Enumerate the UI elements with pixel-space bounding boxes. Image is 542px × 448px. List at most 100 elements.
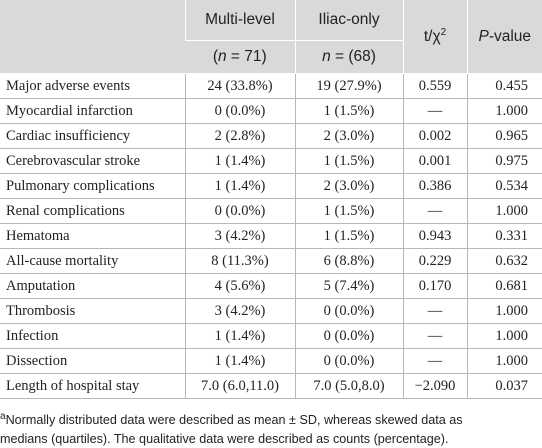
header-text: P <box>478 27 489 45</box>
row-label: Renal complications <box>0 198 186 224</box>
data-table: Multi-level Iliac-only t/χ2 P-value (n = 71)… <box>0 0 542 399</box>
header-text: Iliac-only <box>318 11 380 28</box>
table-cell: 0.534 <box>466 173 542 199</box>
header-text: 2 <box>440 26 447 38</box>
table-header: Multi-level Iliac-only t/χ2 P-value (n = 71)… <box>0 0 542 74</box>
header-text: n <box>217 48 227 65</box>
header-text: n <box>322 48 331 65</box>
table-row: Pulmonary complications 1 (1.4%) 2 (3.0%) 0… <box>0 173 542 199</box>
footnote: aNormally distributed data were describe… <box>0 407 542 448</box>
header-text: ( <box>212 48 218 65</box>
header-text: Multi-level <box>205 11 275 28</box>
table-cell: 0.681 <box>466 273 542 299</box>
table-row: Renal complications 0 (0.0%) 1 (1.5%) —1.00… <box>0 198 542 224</box>
table-cell: 1.000 <box>466 323 542 349</box>
table-cell: 0.170 <box>402 273 468 299</box>
table-cell: 1 (1.5%) <box>294 223 404 249</box>
header-cell <box>0 0 185 74</box>
table-cell: — <box>402 98 468 124</box>
table-cell: 1 (1.4%) <box>184 348 296 374</box>
table-cell: 6 (8.8%) <box>294 248 404 274</box>
table-row: Myocardial infarction 0 (0.0%) 1 (1.5%) —1.… <box>0 98 542 124</box>
row-label: Hematoma <box>0 223 186 249</box>
table-row: Length of hospital stay 7.0 (6.0,11.0) 7.0… <box>0 373 542 399</box>
table-cell: 2 (3.0%) <box>294 173 404 199</box>
table-cell: 0 (0.0%) <box>294 348 404 374</box>
table-cell: — <box>402 298 468 324</box>
table-cell: 0.559 <box>402 73 468 99</box>
table-cell: 4 (5.6%) <box>184 273 296 299</box>
header-text: -value <box>488 27 532 45</box>
table-cell: 1.000 <box>466 98 542 124</box>
table-cell: 1 (1.5%) <box>294 98 404 124</box>
row-label: Major adverse events <box>0 73 186 99</box>
table-cell: 1.000 <box>466 198 542 224</box>
header-cell: Multi-level <box>184 0 295 41</box>
header-cell: Iliac-only <box>294 0 403 41</box>
table-row: Infection 1 (1.4%) 0 (0.0%) —1.000 <box>0 323 542 349</box>
table-cell: 1.000 <box>466 298 542 324</box>
table-cell: 0.455 <box>466 73 542 99</box>
table-cell: 1 (1.4%) <box>184 173 296 199</box>
table-cell: 7.0 (5.0,8.0) <box>294 373 404 399</box>
header-text: = 71) <box>226 48 267 65</box>
table-cell: 0.632 <box>466 248 542 274</box>
table-row: Cerebrovascular stroke 1 (1.4%) 1 (1.5%) 0.… <box>0 148 542 174</box>
header-cell: (n = 71) <box>185 40 295 74</box>
header-row: Multi-level Iliac-only t/χ2 P-value <box>0 0 542 74</box>
table-cell: 2 (2.8%) <box>184 123 296 149</box>
table-row: All-cause mortality 8 (11.3%) 6 (8.8%) 0.22… <box>0 248 542 274</box>
table-cell: −2.090 <box>402 373 468 399</box>
table-cell: 1 (1.5%) <box>294 148 404 174</box>
table-cell: 0 (0.0%) <box>294 298 404 324</box>
table-row: Cardiac insufficiency 2 (2.8%) 2 (3.0%) 0.0… <box>0 123 542 149</box>
table-row: Amputation 4 (5.6%) 5 (7.4%) 0.170 0.681 <box>0 273 542 299</box>
table-cell: 0.037 <box>466 373 542 399</box>
table-cell: 19 (27.9%) <box>294 73 404 99</box>
table-cell: 7.0 (6.0,11.0) <box>184 373 296 399</box>
row-label: Myocardial infarction <box>0 98 186 124</box>
table-row: Major adverse events 24 (33.8%) 19 (27.9%)… <box>0 73 542 99</box>
row-label: Dissection <box>0 348 186 374</box>
table-cell: — <box>402 323 468 349</box>
table-cell: 0 (0.0%) <box>184 198 296 224</box>
table-cell: 1 (1.5%) <box>294 198 404 224</box>
table-cell: 0 (0.0%) <box>184 98 296 124</box>
table-cell: 3 (4.2%) <box>184 223 296 249</box>
footnote-text: Normally distributed data were described… <box>5 413 463 428</box>
table-cell: 0.002 <box>402 123 468 149</box>
table-cell: 0.331 <box>466 223 542 249</box>
table-row: Thrombosis 3 (4.2%) 0 (0.0%) —1.000 <box>0 298 542 324</box>
table-cell: 0.229 <box>402 248 468 274</box>
table-row: Dissection 1 (1.4%) 0 (0.0%) —1.000 <box>0 348 542 374</box>
header-cell: P-value <box>466 0 542 74</box>
footnote-marker: a <box>0 411 6 422</box>
header-cell: t/χ2 <box>402 0 467 74</box>
table-cell: 2 (3.0%) <box>294 123 404 149</box>
table-cell: 1.000 <box>466 348 542 374</box>
table-body: Major adverse events 24 (33.8%) 19 (27.9%)… <box>0 73 542 399</box>
table-cell: 24 (33.8%) <box>184 73 296 99</box>
table-cell: — <box>402 348 468 374</box>
table-cell: 1 (1.4%) <box>184 323 296 349</box>
row-label: Pulmonary complications <box>0 173 186 199</box>
table-cell: — <box>402 198 468 224</box>
header-row: (n = 71) n = (68) <box>0 40 542 74</box>
table-row: Hematoma 3 (4.2%) 1 (1.5%) 0.943 0.331 <box>0 223 542 249</box>
row-label: Thrombosis <box>0 298 186 324</box>
table-cell: 0.975 <box>466 148 542 174</box>
table-cell: 1 (1.4%) <box>184 148 296 174</box>
header-text: = (68) <box>330 48 376 65</box>
header-text: t/χ <box>423 28 441 46</box>
row-label: Amputation <box>0 273 186 299</box>
row-label: Cardiac insufficiency <box>0 123 186 149</box>
table-cell: 0.965 <box>466 123 542 149</box>
header-cell: n = (68) <box>294 40 403 74</box>
row-label: Length of hospital stay <box>0 373 186 399</box>
row-label: Cerebrovascular stroke <box>0 148 186 174</box>
table-cell: 0.386 <box>402 173 468 199</box>
row-label: All-cause mortality <box>0 248 186 274</box>
table-cell: 0.943 <box>402 223 468 249</box>
table-cell: 3 (4.2%) <box>184 298 296 324</box>
